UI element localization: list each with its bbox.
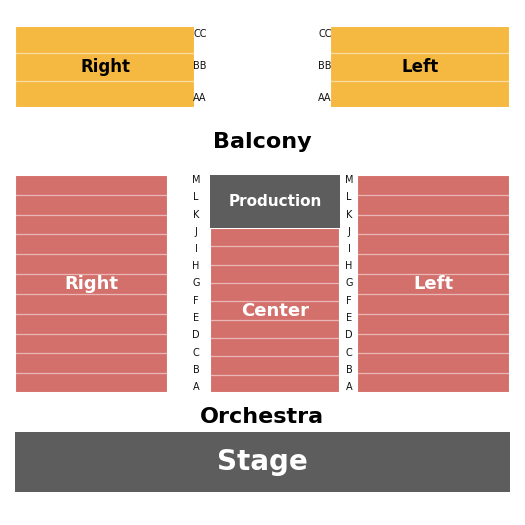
Text: J: J — [348, 227, 351, 237]
Text: C: C — [345, 348, 352, 358]
Text: Left: Left — [402, 58, 438, 76]
Text: Left: Left — [414, 275, 454, 293]
Text: E: E — [193, 313, 199, 323]
Bar — [15, 432, 510, 492]
Text: H: H — [345, 261, 353, 271]
Text: Right: Right — [80, 58, 130, 76]
Text: J: J — [195, 227, 197, 237]
Text: I: I — [348, 244, 351, 254]
Text: F: F — [193, 296, 199, 306]
Text: D: D — [192, 330, 200, 340]
Text: BB: BB — [318, 61, 332, 71]
Bar — [330, 26, 510, 108]
Text: Center: Center — [241, 301, 309, 320]
Text: E: E — [346, 313, 352, 323]
Text: BB: BB — [193, 61, 207, 71]
Text: B: B — [193, 365, 200, 375]
Text: CC: CC — [318, 29, 332, 39]
Text: G: G — [345, 278, 353, 289]
Text: H: H — [192, 261, 200, 271]
Bar — [15, 175, 168, 393]
Text: G: G — [192, 278, 200, 289]
Text: B: B — [345, 365, 352, 375]
Text: K: K — [193, 209, 199, 219]
Text: CC: CC — [193, 29, 207, 39]
Text: C: C — [193, 348, 200, 358]
Text: F: F — [346, 296, 352, 306]
Text: L: L — [346, 192, 352, 202]
Text: Stage: Stage — [217, 448, 308, 476]
Text: Balcony: Balcony — [213, 132, 311, 152]
Text: A: A — [345, 382, 352, 392]
Text: AA: AA — [318, 93, 332, 103]
Text: I: I — [195, 244, 197, 254]
Text: Orchestra: Orchestra — [200, 407, 324, 427]
Text: Production: Production — [228, 194, 322, 209]
Text: Right: Right — [65, 275, 119, 293]
Text: D: D — [345, 330, 353, 340]
Bar — [357, 175, 510, 393]
Text: K: K — [346, 209, 352, 219]
Bar — [210, 175, 340, 228]
Text: M: M — [345, 175, 353, 185]
Text: M: M — [192, 175, 200, 185]
Text: L: L — [193, 192, 199, 202]
Bar — [15, 26, 195, 108]
Text: A: A — [193, 382, 200, 392]
Bar — [210, 228, 340, 393]
Text: AA: AA — [193, 93, 207, 103]
